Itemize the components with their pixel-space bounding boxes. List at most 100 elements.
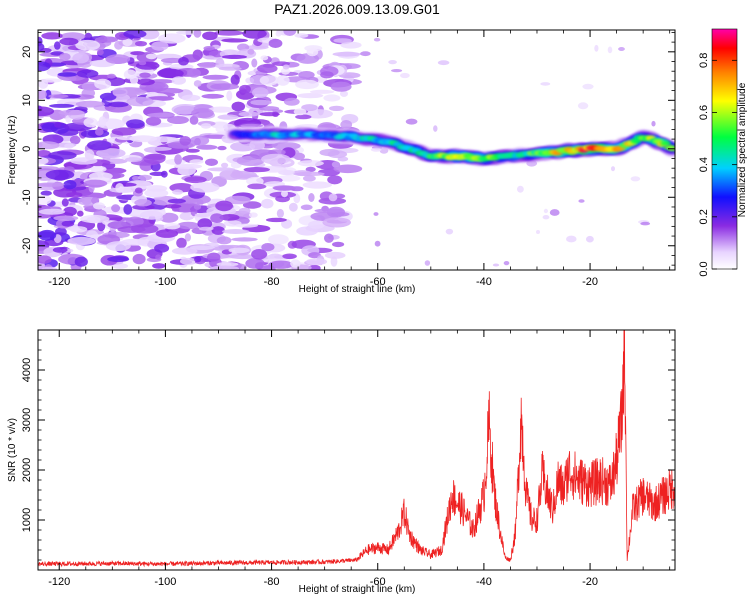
noise-blob (323, 94, 341, 102)
noise-blob (517, 185, 524, 193)
noise-blob (540, 82, 551, 86)
noise-blob (221, 54, 248, 60)
noise-blob (224, 195, 251, 205)
noise-blob (205, 158, 218, 166)
noise-blob (146, 91, 159, 97)
noise-blob (640, 221, 651, 226)
noise-blob (433, 125, 438, 132)
noise-blob (38, 255, 52, 264)
noise-blob (189, 245, 215, 251)
noise-blob (308, 193, 315, 202)
noise-blob (38, 195, 52, 205)
noise-blob (492, 263, 500, 267)
noise-blob (194, 256, 202, 263)
noise-blob (204, 55, 215, 60)
noise-blob (210, 265, 240, 270)
noise-blob (320, 71, 334, 79)
noise-blob (208, 106, 235, 113)
noise-blob (87, 140, 112, 151)
noise-blob (231, 101, 246, 112)
noise-blob (134, 187, 143, 194)
spectrogram-noise (38, 30, 668, 270)
noise-blob (251, 58, 258, 68)
noise-blob (129, 75, 139, 85)
noise-blob (116, 136, 141, 141)
noise-blob (57, 72, 77, 77)
noise-blob (72, 52, 90, 64)
noise-blob (83, 117, 98, 128)
noise-blob (305, 258, 328, 266)
noise-blob (324, 233, 334, 243)
noise-blob (231, 237, 258, 242)
noise-blob (275, 31, 282, 37)
noise-blob (242, 30, 267, 39)
noise-blob (215, 200, 234, 212)
noise-blob (611, 166, 615, 172)
noise-blob (293, 193, 301, 204)
noise-blob (261, 153, 291, 165)
noise-blob (132, 204, 155, 210)
noise-blob (238, 207, 251, 214)
noise-blob (295, 114, 312, 120)
noise-blob (437, 60, 450, 66)
snr-ytick-label: 2000 (21, 458, 33, 482)
noise-blob (38, 42, 45, 52)
noise-blob (276, 208, 284, 218)
colorbar-tick-label: 0.4 (698, 157, 710, 172)
noise-blob (260, 55, 269, 61)
noise-blob (74, 256, 88, 267)
noise-blob (240, 123, 264, 128)
noise-blob (250, 99, 272, 106)
noise-blob (125, 157, 142, 163)
noise-blob (294, 33, 309, 38)
noise-blob (147, 96, 175, 101)
noise-blob (248, 212, 258, 218)
noise-blob (202, 74, 229, 80)
noise-blob (333, 38, 352, 43)
noise-blob (259, 112, 280, 117)
noise-blob (178, 56, 189, 66)
noise-blob (289, 202, 298, 212)
noise-blob (179, 212, 195, 221)
noise-blob (177, 221, 200, 230)
noise-blob (543, 208, 549, 214)
colorbar-tick-label: 0.8 (698, 53, 710, 68)
noise-blob (54, 41, 61, 50)
noise-blob (145, 53, 158, 60)
noise-blob (306, 47, 319, 57)
noise-blob (123, 30, 147, 39)
noise-blob (268, 260, 294, 269)
noise-blob (309, 89, 335, 94)
noise-blob (329, 105, 345, 111)
noise-blob (167, 198, 186, 204)
noise-blob (218, 66, 242, 71)
noise-blob (445, 228, 454, 235)
noise-blob (125, 119, 145, 129)
spectrogram-frame (37, 29, 676, 271)
noise-blob (143, 153, 166, 164)
noise-blob (196, 144, 218, 150)
snr-ytick-label: 4000 (21, 358, 33, 382)
signal-blob (660, 140, 671, 146)
noise-blob (38, 106, 55, 117)
noise-blob (297, 160, 324, 167)
noise-blob (243, 167, 270, 173)
noise-blob (59, 37, 79, 46)
noise-blob (173, 163, 203, 169)
noise-blob (63, 206, 77, 217)
spectrogram-xtick-label: -60 (370, 276, 386, 288)
noise-blob (54, 121, 62, 128)
noise-blob (327, 175, 343, 185)
noise-blob (221, 38, 249, 43)
spectrogram-signal-track (224, 126, 675, 166)
noise-blob (67, 236, 96, 246)
noise-blob (164, 204, 182, 209)
noise-blob (607, 46, 613, 54)
noise-blob (151, 136, 174, 143)
noise-blob (261, 198, 274, 209)
noise-blob (106, 241, 131, 252)
noise-blob (400, 72, 410, 79)
spectrogram-ytick-label: 0 (21, 146, 33, 152)
noise-blob (217, 145, 227, 151)
